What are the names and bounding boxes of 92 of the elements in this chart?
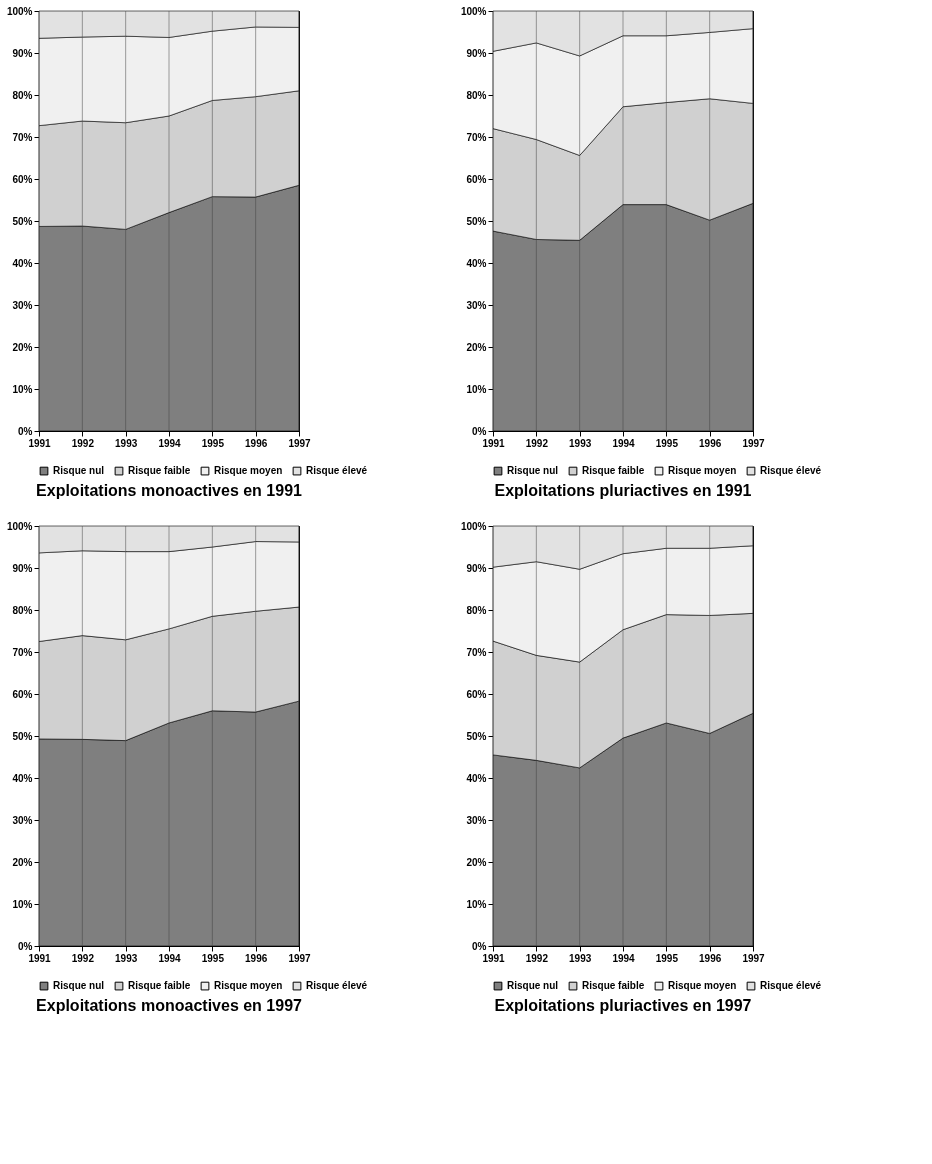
legend-label: Risque élevé bbox=[306, 980, 368, 992]
legend-label: Risque moyen bbox=[214, 980, 283, 992]
legend-label: Risque moyen bbox=[668, 465, 737, 477]
x-tick-label: 1992 bbox=[525, 437, 549, 449]
x-tick-label: 1995 bbox=[201, 952, 225, 964]
x-tick-label: 1993 bbox=[115, 437, 138, 449]
x-tick-label: 1991 bbox=[28, 437, 52, 449]
y-tick-label: 100% bbox=[460, 5, 487, 17]
x-tick-label: 1991 bbox=[482, 952, 506, 964]
y-tick-label: 70% bbox=[12, 646, 33, 658]
y-tick-label: 90% bbox=[12, 47, 33, 59]
y-tick-label: 90% bbox=[466, 47, 487, 59]
y-tick-label: 40% bbox=[466, 772, 487, 784]
y-tick-label: 40% bbox=[12, 257, 33, 269]
x-tick-label: 1992 bbox=[525, 952, 549, 964]
legend-label: Risque nul bbox=[507, 465, 559, 477]
y-tick-label: 80% bbox=[466, 604, 487, 616]
legend-label: Risque faible bbox=[128, 465, 191, 477]
x-tick-label: 1993 bbox=[569, 437, 592, 449]
x-tick-label: 1992 bbox=[71, 952, 95, 964]
legend-label: Risque faible bbox=[582, 465, 645, 477]
y-tick-label: 70% bbox=[12, 131, 33, 143]
x-tick-label: 1996 bbox=[699, 437, 722, 449]
y-tick-label: 10% bbox=[12, 898, 33, 910]
legend-label: Risque nul bbox=[507, 980, 559, 992]
y-tick-label: 0% bbox=[472, 425, 487, 437]
y-tick-label: 20% bbox=[466, 856, 487, 868]
legend-label: Risque nul bbox=[53, 465, 105, 477]
y-tick-label: 30% bbox=[466, 299, 487, 311]
x-tick-label: 1991 bbox=[28, 952, 52, 964]
x-tick-label: 1992 bbox=[71, 437, 95, 449]
text: Exploitations pluriactives en 1997 bbox=[494, 997, 752, 1014]
y-tick-label: 20% bbox=[466, 341, 487, 353]
x-tick-label: 1994 bbox=[612, 952, 636, 964]
y-tick-label: 50% bbox=[12, 730, 33, 742]
x-tick-label: 1994 bbox=[158, 437, 182, 449]
y-tick-label: 30% bbox=[12, 299, 33, 311]
y-tick-label: 40% bbox=[12, 772, 33, 784]
y-tick-label: 40% bbox=[466, 257, 487, 269]
legend-label: Risque faible bbox=[128, 980, 191, 992]
y-tick-label: 60% bbox=[466, 688, 487, 700]
y-tick-label: 30% bbox=[466, 814, 487, 826]
y-tick-label: 20% bbox=[12, 856, 33, 868]
legend-label: Risque nul bbox=[53, 980, 105, 992]
x-tick-label: 1993 bbox=[569, 952, 592, 964]
legend-label: Risque élevé bbox=[760, 465, 822, 477]
x-tick-label: 1995 bbox=[655, 437, 679, 449]
legend-label: Risque moyen bbox=[668, 980, 737, 992]
y-tick-label: 90% bbox=[12, 562, 33, 574]
y-tick-label: 10% bbox=[466, 898, 487, 910]
legend-label: Risque faible bbox=[582, 980, 645, 992]
y-tick-label: 60% bbox=[466, 173, 487, 185]
y-tick-label: 100% bbox=[460, 520, 487, 532]
y-tick-label: 10% bbox=[466, 383, 487, 395]
y-tick-label: 30% bbox=[12, 814, 33, 826]
x-tick-label: 1997 bbox=[742, 952, 766, 964]
x-tick-label: 1993 bbox=[115, 952, 138, 964]
y-tick-label: 50% bbox=[466, 215, 487, 227]
text: Exploitations monoactives en 1997 bbox=[36, 997, 303, 1014]
y-tick-label: 60% bbox=[12, 173, 33, 185]
x-tick-label: 1997 bbox=[742, 437, 766, 449]
x-tick-label: 1994 bbox=[158, 952, 182, 964]
y-tick-label: 90% bbox=[466, 562, 487, 574]
y-tick-label: 80% bbox=[12, 604, 33, 616]
y-tick-label: 80% bbox=[466, 89, 487, 101]
y-tick-label: 0% bbox=[18, 940, 33, 952]
x-tick-label: 1994 bbox=[612, 437, 636, 449]
y-tick-label: 20% bbox=[12, 341, 33, 353]
y-tick-label: 0% bbox=[18, 425, 33, 437]
legend-label: Risque élevé bbox=[306, 465, 368, 477]
legend-label: Risque élevé bbox=[760, 980, 822, 992]
x-tick-label: 1996 bbox=[245, 437, 268, 449]
x-tick-label: 1997 bbox=[288, 952, 312, 964]
y-tick-label: 0% bbox=[472, 940, 487, 952]
y-tick-label: 100% bbox=[6, 520, 33, 532]
y-tick-label: 50% bbox=[466, 730, 487, 742]
y-tick-label: 60% bbox=[12, 688, 33, 700]
x-tick-label: 1996 bbox=[245, 952, 268, 964]
text: Exploitations monoactives en 1991 bbox=[36, 482, 303, 499]
y-tick-label: 70% bbox=[466, 131, 487, 143]
y-tick-label: 10% bbox=[12, 383, 33, 395]
text: Exploitations pluriactives en 1991 bbox=[494, 482, 752, 499]
x-tick-label: 1995 bbox=[201, 437, 225, 449]
y-tick-label: 50% bbox=[12, 215, 33, 227]
x-tick-label: 1995 bbox=[655, 952, 679, 964]
x-tick-label: 1997 bbox=[288, 437, 312, 449]
x-tick-label: 1996 bbox=[699, 952, 722, 964]
x-tick-label: 1991 bbox=[482, 437, 506, 449]
y-tick-label: 100% bbox=[6, 5, 33, 17]
y-tick-label: 70% bbox=[466, 646, 487, 658]
y-tick-label: 80% bbox=[12, 89, 33, 101]
legend-label: Risque moyen bbox=[214, 465, 283, 477]
